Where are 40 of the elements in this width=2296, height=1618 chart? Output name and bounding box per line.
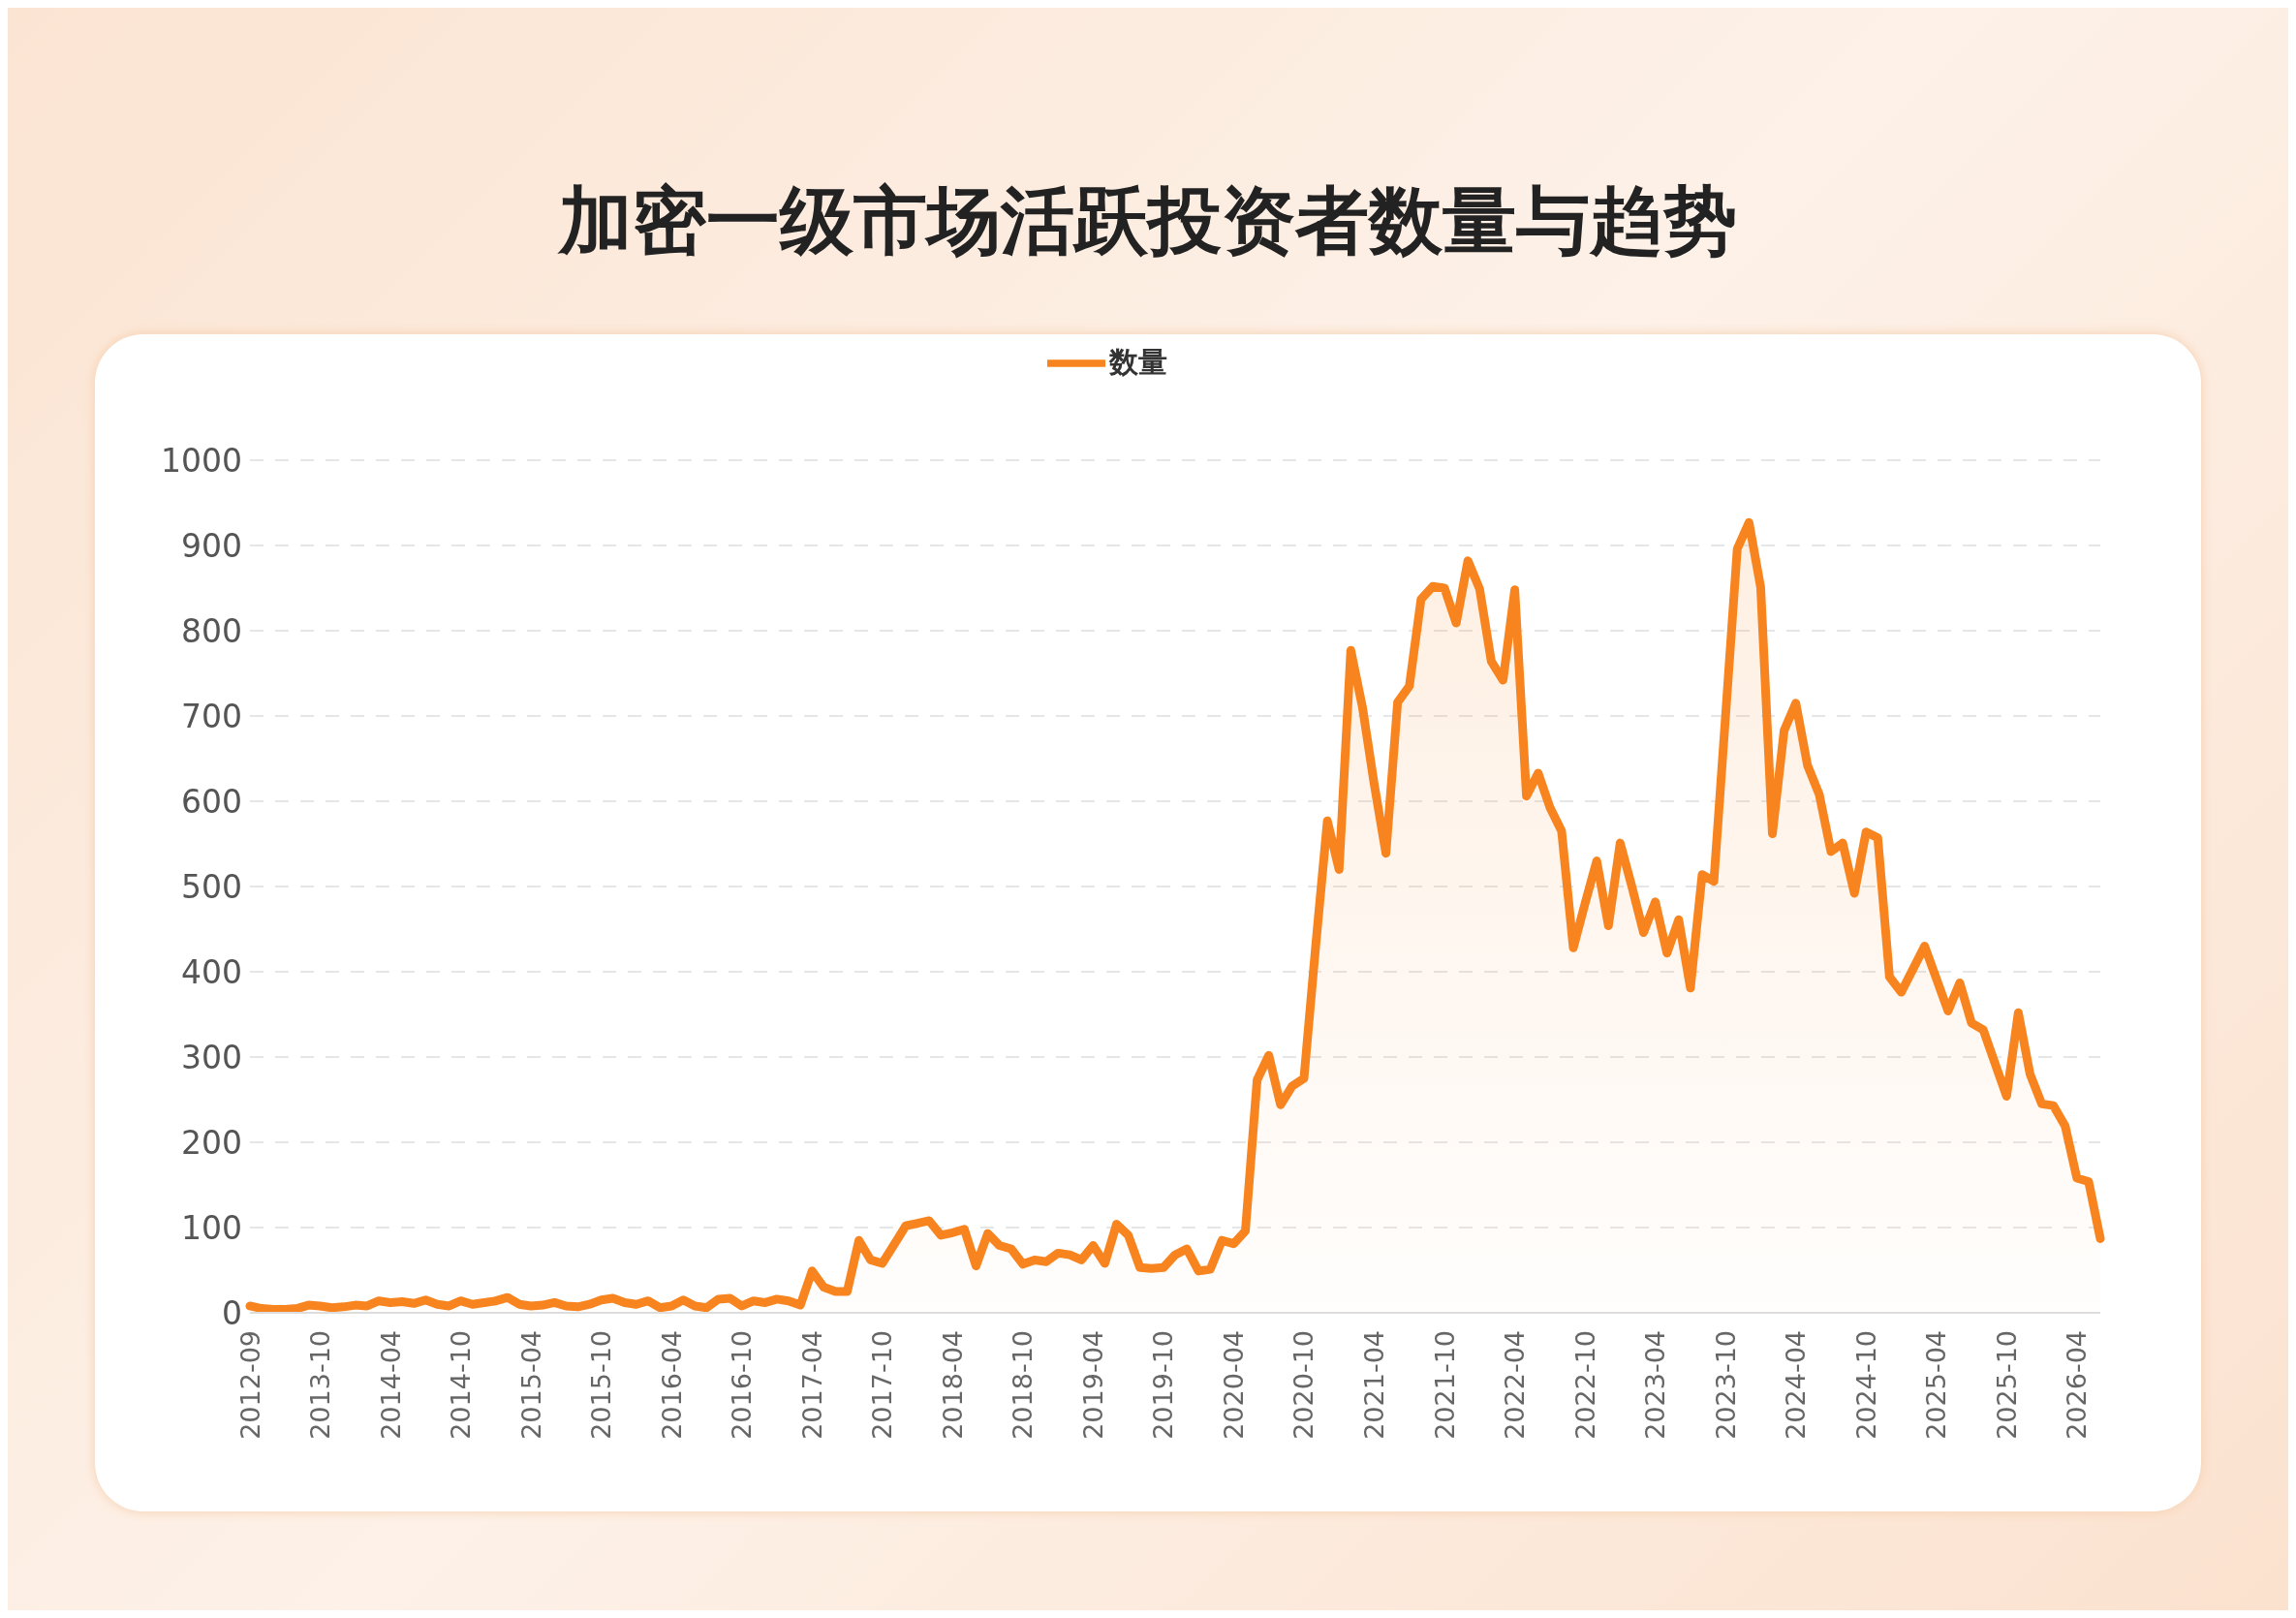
x-tick-label: 2021-10 <box>1429 1330 1460 1440</box>
y-tick-label: 500 <box>181 867 242 906</box>
y-tick-label: 300 <box>181 1038 242 1076</box>
y-tick-label: 800 <box>181 611 242 650</box>
x-tick-label: 2014-04 <box>375 1330 406 1440</box>
x-tick-label: 2018-04 <box>937 1330 968 1440</box>
x-tick-label: 2013-10 <box>305 1330 336 1440</box>
x-tick-label: 2012-09 <box>234 1330 265 1440</box>
x-tick-label: 2024-10 <box>1850 1330 1881 1440</box>
x-tick-label: 2025-04 <box>1921 1330 1952 1440</box>
x-tick-label: 2023-10 <box>1710 1330 1741 1440</box>
x-tick-label: 2017-10 <box>867 1330 898 1440</box>
y-tick-label: 900 <box>181 526 242 565</box>
x-tick-label: 2017-04 <box>796 1330 827 1440</box>
y-tick-label: 400 <box>181 952 242 991</box>
y-tick-label: 200 <box>181 1123 242 1162</box>
x-tick-label: 2020-04 <box>1218 1330 1249 1440</box>
x-tick-label: 2020-10 <box>1288 1330 1319 1440</box>
x-tick-label: 2021-04 <box>1359 1330 1390 1440</box>
y-tick-label: 700 <box>181 697 242 735</box>
x-tick-label: 2018-10 <box>1008 1330 1039 1440</box>
x-tick-label: 2023-04 <box>1640 1330 1671 1440</box>
chart-title: 加密一级市场活跃投资者数量与趋势 <box>556 176 1738 265</box>
x-tick-label: 2019-04 <box>1077 1330 1108 1440</box>
y-tick-label: 600 <box>181 782 242 821</box>
y-tick-label: 1000 <box>161 441 242 480</box>
y-tick-label: 100 <box>181 1208 242 1247</box>
x-tick-label: 2019-10 <box>1148 1330 1179 1440</box>
legend-label: 数量 <box>1109 344 1167 379</box>
x-tick-label: 2014-10 <box>446 1330 477 1440</box>
x-tick-label: 2022-10 <box>1569 1330 1600 1440</box>
x-tick-label: 2026-04 <box>2062 1330 2093 1440</box>
x-tick-label: 2015-04 <box>515 1330 546 1440</box>
x-tick-label: 2015-10 <box>586 1330 617 1440</box>
y-tick-label: 0 <box>222 1293 242 1332</box>
x-tick-label: 2016-10 <box>727 1330 758 1440</box>
x-tick-label: 2024-04 <box>1781 1330 1812 1440</box>
x-tick-label: 2016-04 <box>656 1330 687 1440</box>
x-tick-label: 2025-10 <box>1991 1330 2022 1440</box>
x-tick-label: 2022-04 <box>1500 1330 1531 1440</box>
